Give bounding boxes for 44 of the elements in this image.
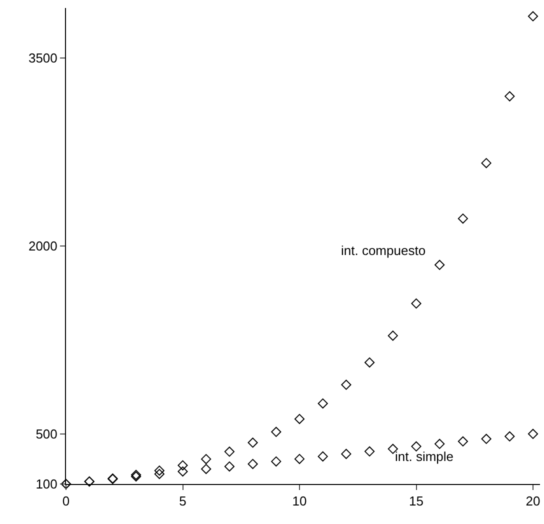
point bbox=[224, 446, 234, 457]
point bbox=[411, 441, 422, 452]
series-label: int. compuesto bbox=[341, 243, 426, 258]
point bbox=[341, 448, 352, 459]
point bbox=[458, 214, 468, 224]
point bbox=[271, 456, 282, 466]
point bbox=[178, 460, 188, 470]
point bbox=[224, 461, 234, 472]
x-tick-label: 0 bbox=[62, 494, 70, 509]
point bbox=[154, 466, 164, 476]
point bbox=[434, 260, 445, 270]
x-tick-label: 5 bbox=[179, 494, 186, 509]
y-tick-label: 100 bbox=[36, 476, 58, 492]
point bbox=[434, 438, 445, 449]
point bbox=[481, 158, 492, 168]
point bbox=[294, 414, 305, 424]
x-tick-label: 15 bbox=[409, 494, 424, 509]
y-tick-label: 500 bbox=[36, 426, 58, 442]
point bbox=[248, 438, 258, 448]
point bbox=[201, 454, 212, 464]
x-tick-label: 10 bbox=[292, 494, 307, 509]
point bbox=[504, 91, 515, 102]
y-tick-label: 3500 bbox=[28, 50, 58, 66]
point bbox=[388, 330, 398, 341]
point bbox=[294, 454, 305, 464]
point bbox=[364, 357, 375, 368]
point bbox=[528, 11, 538, 22]
point bbox=[458, 436, 468, 446]
point bbox=[178, 466, 188, 477]
point bbox=[318, 451, 328, 462]
y-tick-label: 2000 bbox=[28, 238, 58, 254]
point bbox=[154, 468, 164, 480]
point bbox=[364, 446, 375, 456]
point bbox=[341, 380, 352, 390]
point bbox=[201, 464, 212, 474]
point bbox=[271, 426, 282, 437]
point bbox=[411, 298, 422, 309]
point bbox=[248, 458, 258, 470]
x-tick-label: 20 bbox=[526, 494, 540, 509]
point bbox=[481, 434, 492, 444]
point bbox=[528, 428, 538, 439]
series-label: int. simple bbox=[395, 449, 454, 464]
point bbox=[318, 398, 328, 409]
point bbox=[504, 431, 515, 442]
